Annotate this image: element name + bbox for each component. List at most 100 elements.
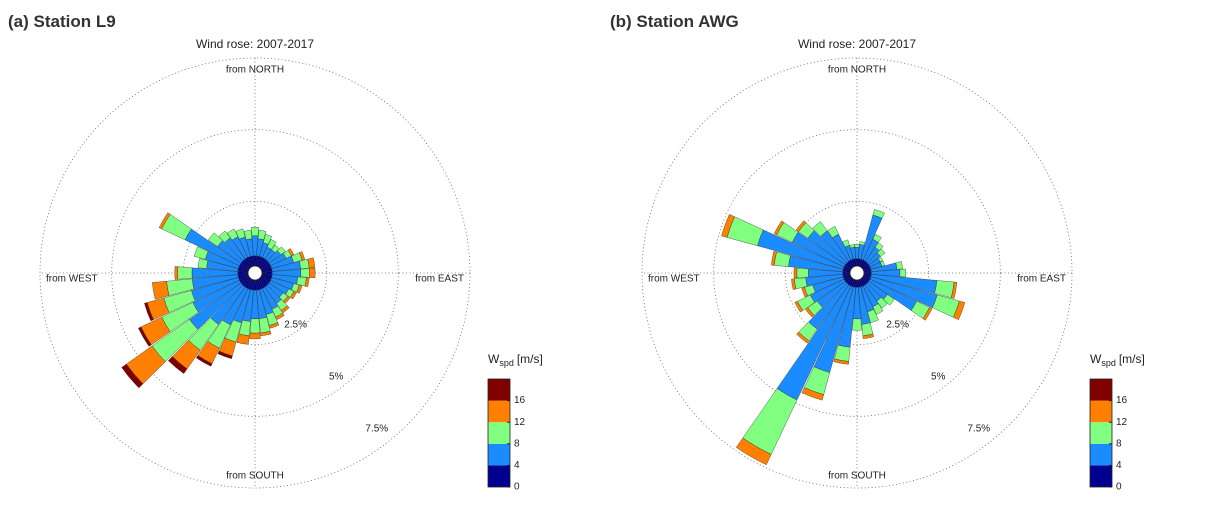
wind-sector-segment	[796, 267, 809, 279]
wind-sector-segment	[771, 250, 777, 266]
wind-sector-segment	[861, 322, 874, 336]
wind-sector-segment	[874, 242, 884, 251]
r-tick-label: 2.5%	[284, 320, 307, 331]
wind-sector-segment	[899, 268, 906, 278]
panel-title: (b) Station AWG	[610, 12, 739, 31]
r-tick-label: 5%	[931, 372, 946, 383]
colorbar-tick-label: 12	[1116, 417, 1128, 428]
wind-sector-segment	[217, 350, 233, 359]
colorbar-segment	[1090, 443, 1112, 466]
direction-label: from WEST	[46, 274, 98, 285]
center-hole	[849, 265, 865, 281]
wind-sector-segment	[796, 331, 810, 344]
wind-rose-panel: (b) Station AWG Wind rose: 2007-2017 2.5% 5…	[610, 12, 1145, 493]
wind-sector-segment	[249, 318, 261, 334]
wind-sector-segment	[207, 232, 223, 247]
colorbar-title-main: W	[1090, 352, 1102, 366]
colorbar-tick-label: 4	[1116, 460, 1122, 471]
wind-sector-segment	[269, 322, 280, 329]
wind-sector-segment	[275, 312, 285, 320]
colorbar-segment	[1090, 465, 1112, 487]
wind-sector-segment	[168, 356, 188, 374]
direction-label: from NORTH	[226, 65, 284, 76]
panel-subtitle: Wind rose: 2007-2017	[798, 37, 916, 51]
direction-label: from WEST	[648, 274, 700, 285]
r-tick-label: 7.5%	[365, 424, 388, 435]
wind-sector-segment	[287, 248, 295, 257]
wind-sector-segment	[296, 284, 303, 294]
wind-sector-segment	[243, 229, 253, 240]
wind-sector-segment	[852, 318, 862, 331]
wind-sector-segment	[290, 291, 297, 300]
wind-sector-segment	[862, 333, 874, 339]
wind-sector-segment	[177, 266, 193, 280]
r-tick-label: 7.5%	[967, 424, 990, 435]
colorbar-segment	[488, 465, 510, 487]
wind-sector-segment	[880, 260, 885, 267]
wind-sector-segment	[121, 363, 144, 389]
wind-sector-segment	[138, 326, 152, 347]
wind-sector-segment	[805, 307, 815, 318]
direction-label: from SOUTH	[828, 471, 886, 482]
wind-sector-segment	[794, 300, 804, 313]
wind-sector-segment	[227, 228, 239, 241]
wind-sector-segment	[876, 297, 888, 309]
wind-sector-segment	[193, 246, 209, 260]
wind-sector-segment	[812, 221, 828, 237]
wind-sector-segment	[895, 261, 903, 270]
colorbar-tick-label: 4	[514, 460, 520, 471]
panel-title: (a) Station L9	[8, 12, 116, 31]
wind-sector-segment	[773, 220, 785, 236]
wind-sector-segment	[801, 287, 808, 298]
wind-sector-segment	[300, 268, 310, 278]
wind-sector-segment	[854, 244, 860, 248]
wind-sector-segment	[277, 246, 286, 256]
wind-sector-segment	[793, 267, 798, 279]
wind-sector-segment	[834, 344, 851, 362]
panel-subtitle: Wind rose: 2007-2017	[196, 37, 314, 51]
colorbar-segment	[488, 422, 510, 444]
colorbar-segment	[488, 400, 510, 423]
wind-sector-segment	[260, 331, 272, 336]
wind-sector-segment	[842, 239, 850, 248]
wind-sector-segment	[235, 228, 246, 240]
wind-sector-segment	[735, 437, 772, 466]
r-tick-label: 5%	[329, 372, 344, 383]
colorbar-tick-label: 0	[1116, 482, 1122, 493]
wind-sector-segment	[791, 278, 797, 290]
wind-sector-segment	[144, 302, 154, 322]
wind-sector-segment	[872, 233, 882, 243]
colorbar-title-unit: [m/s]	[1119, 352, 1145, 366]
wind-sector-segment	[283, 295, 291, 304]
wind-sector-segment	[877, 256, 884, 263]
wind-sector-segment	[197, 258, 209, 269]
wind-sector-segment	[849, 244, 855, 249]
grid-circle	[713, 129, 1001, 417]
colorbar-title-unit: [m/s]	[517, 352, 543, 366]
colorbar-tick-label: 0	[514, 482, 520, 493]
colorbar-title-sub: spd	[1101, 358, 1116, 368]
wind-sector-segment	[883, 294, 895, 306]
wind-sector-segment	[249, 332, 261, 340]
wind-sector-segment	[867, 309, 879, 323]
colorbar-segment	[1090, 400, 1112, 423]
center-hole	[247, 265, 263, 281]
wind-sector-segment	[196, 355, 213, 367]
wind-sector-segment	[872, 303, 884, 315]
colorbar-segment	[488, 379, 510, 401]
colorbar-title-sub: spd	[499, 358, 514, 368]
colorbar-segment	[1090, 422, 1112, 444]
wind-sector-segment	[251, 226, 259, 237]
wind-sector-segment	[263, 234, 273, 245]
r-tick-label: 2.5%	[886, 320, 909, 331]
wind-sector-segment	[309, 267, 316, 279]
colorbar-tick-label: 8	[514, 438, 520, 449]
colorbar-frame	[1089, 378, 1113, 488]
colorbar-frame	[487, 378, 511, 488]
wind-sector-segment	[267, 239, 277, 250]
wind-sector-segment	[801, 387, 824, 401]
wind-sector-segment	[872, 209, 885, 219]
wind-sector-segment	[158, 212, 171, 230]
colorbar-title: Wspd [m/s]	[488, 352, 543, 368]
colorbar-title-main: W	[488, 352, 500, 366]
